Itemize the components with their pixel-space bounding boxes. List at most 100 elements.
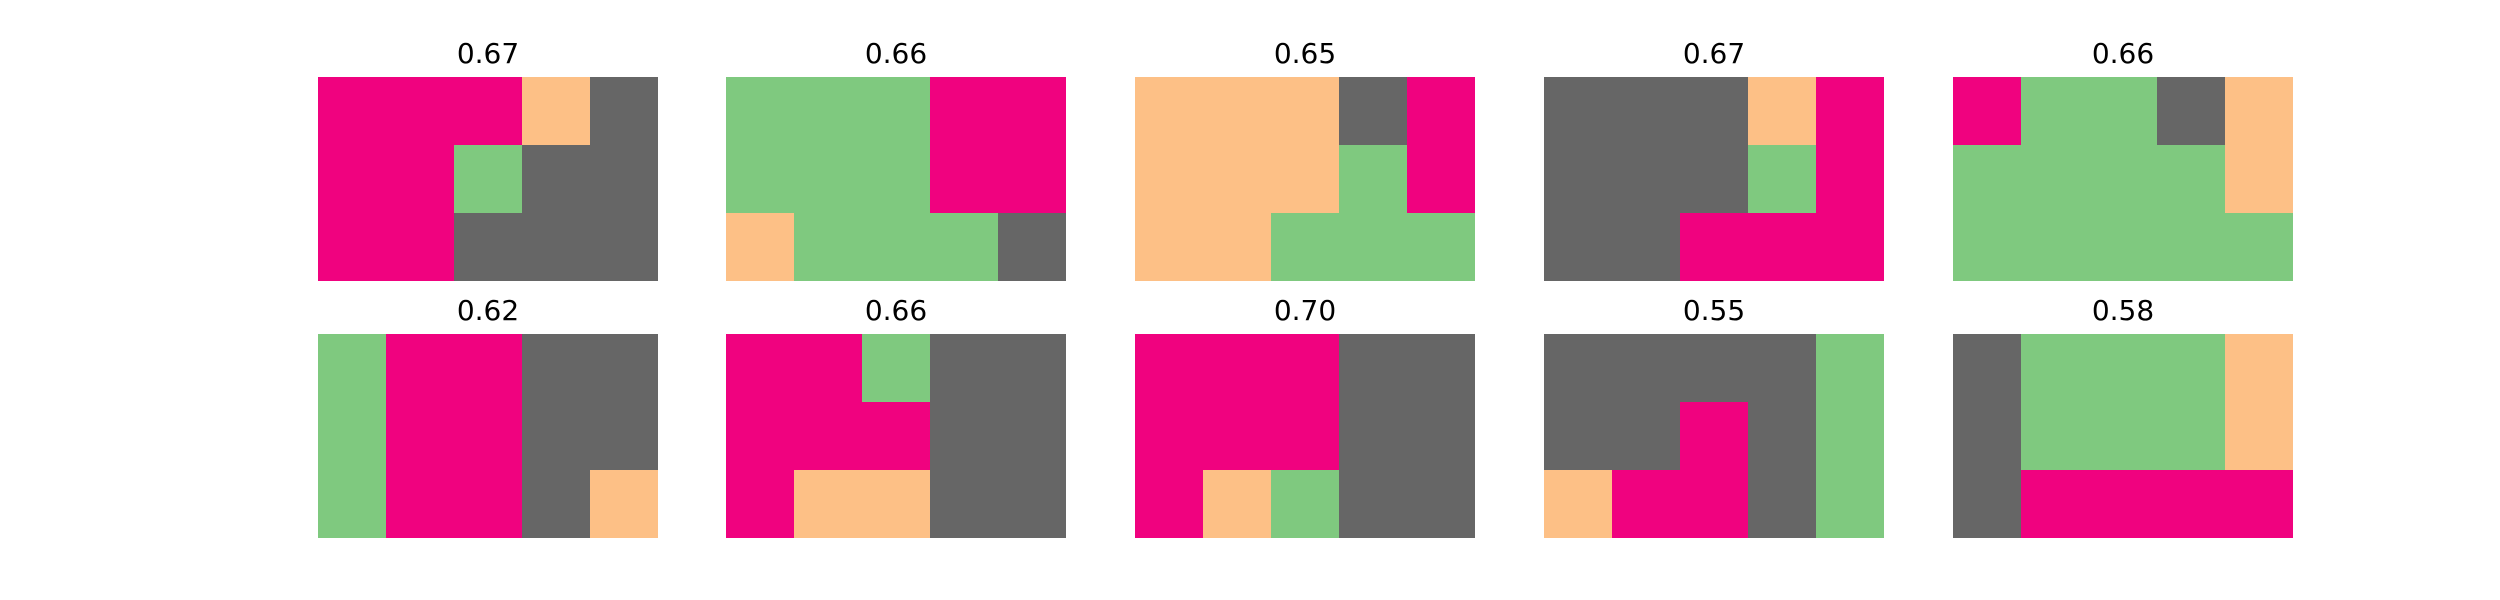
heatmap-cell — [726, 145, 794, 213]
heatmap-cell — [1271, 334, 1339, 402]
heatmap-cell — [998, 213, 1066, 281]
heatmap-cell — [1544, 402, 1612, 470]
heatmap-cell — [1612, 470, 1680, 538]
heatmap-cell — [1203, 334, 1271, 402]
heatmap-cell — [1953, 213, 2021, 281]
heatmap-cell — [1816, 402, 1884, 470]
heatmap-cell — [318, 334, 386, 402]
heatmap-cell — [2021, 213, 2089, 281]
heatmap-cell — [386, 145, 454, 213]
heatmap-cell — [998, 145, 1066, 213]
heatmap-cell — [522, 77, 590, 145]
heatmap-cell — [1271, 470, 1339, 538]
heatmap-cell — [862, 145, 930, 213]
heatmap-cell — [454, 145, 522, 213]
heatmap-cell — [1953, 145, 2021, 213]
heatmap-cell — [2157, 145, 2225, 213]
heatmap-cell — [386, 213, 454, 281]
heatmap-cell — [998, 402, 1066, 470]
heatmap-cell — [1748, 402, 1816, 470]
heatmap-cell — [1544, 77, 1612, 145]
heatmap-cell — [1748, 334, 1816, 402]
heatmap-cell — [2089, 334, 2157, 402]
heatmap-cell — [1816, 334, 1884, 402]
heatmap-cell — [1748, 470, 1816, 538]
heatmap-cell — [1816, 77, 1884, 145]
heatmap-cell — [1544, 145, 1612, 213]
heatmap-cell — [2225, 213, 2293, 281]
heatmap-cell — [2021, 402, 2089, 470]
heatmap-panel-7: 0.66 — [726, 294, 1066, 538]
heatmap-cell — [522, 334, 590, 402]
heatmap-cell — [1135, 334, 1203, 402]
heatmap-cell — [2021, 470, 2089, 538]
heatmap-cell — [1544, 334, 1612, 402]
heatmap-cell — [1135, 402, 1203, 470]
heatmap-panel-5: 0.66 — [1953, 37, 2293, 281]
heatmap-cell — [1339, 77, 1407, 145]
heatmap-cell — [1271, 213, 1339, 281]
heatmap-cell — [1135, 213, 1203, 281]
heatmap-cell — [1816, 470, 1884, 538]
heatmap-cell — [1612, 334, 1680, 402]
heatmap-cell — [454, 470, 522, 538]
heatmap-cell — [794, 334, 862, 402]
heatmap-cell — [1612, 77, 1680, 145]
heatmap-cell — [522, 470, 590, 538]
heatmap-cell — [998, 334, 1066, 402]
heatmap-cell — [1271, 77, 1339, 145]
heatmap-cell — [590, 213, 658, 281]
heatmap-cell — [930, 470, 998, 538]
heatmap-cell — [930, 402, 998, 470]
panel-title-7: 0.66 — [864, 294, 928, 327]
heatmap-cell — [1748, 213, 1816, 281]
panel-title-8: 0.70 — [1273, 294, 1337, 327]
heatmap-cell — [2089, 402, 2157, 470]
panel-title-9: 0.55 — [1682, 294, 1746, 327]
heatmap-cell — [1748, 77, 1816, 145]
heatmap-cell — [1339, 470, 1407, 538]
heatmap-cell — [2021, 145, 2089, 213]
heatmap-panel-10: 0.58 — [1953, 294, 2293, 538]
heatmap-cell — [2089, 77, 2157, 145]
heatmap-cell — [1339, 145, 1407, 213]
heatmap-cell — [794, 145, 862, 213]
panel-title-4: 0.67 — [1682, 37, 1746, 70]
heatmap-cell — [1680, 470, 1748, 538]
heatmap-cell — [1407, 77, 1475, 145]
heatmap-cell — [1407, 334, 1475, 402]
heatmap-cell — [1203, 470, 1271, 538]
heatmap-cell — [1407, 402, 1475, 470]
heatmap-cell — [522, 402, 590, 470]
heatmap-cell — [1271, 402, 1339, 470]
heatmap-cell — [2157, 213, 2225, 281]
heatmap-cell — [590, 470, 658, 538]
heatmap-cell — [862, 334, 930, 402]
heatmap-cell — [2157, 402, 2225, 470]
heatmap-cell — [1680, 213, 1748, 281]
heatmap-cell — [930, 213, 998, 281]
heatmap-cell — [2157, 77, 2225, 145]
heatmap-cell — [1203, 402, 1271, 470]
heatmap-panel-3: 0.65 — [1135, 37, 1475, 281]
heatmap-cell — [318, 470, 386, 538]
heatmap-cell — [726, 402, 794, 470]
panel-title-6: 0.62 — [456, 294, 520, 327]
heatmap-cell — [318, 145, 386, 213]
heatmap-panel-4: 0.67 — [1544, 37, 1884, 281]
heatmap-cell — [1135, 470, 1203, 538]
heatmap-cell — [726, 77, 794, 145]
heatmap-cell — [1407, 145, 1475, 213]
heatmap-cell — [998, 470, 1066, 538]
heatmap-cell — [2225, 77, 2293, 145]
heatmap-cell — [1953, 470, 2021, 538]
heatmap-cell — [522, 145, 590, 213]
panel-title-3: 0.65 — [1273, 37, 1337, 70]
heatmap-panel-2: 0.66 — [726, 37, 1066, 281]
heatmap-cell — [1339, 334, 1407, 402]
heatmap-cell — [2157, 470, 2225, 538]
heatmap-cell — [2225, 145, 2293, 213]
heatmap-cell — [2157, 334, 2225, 402]
heatmap-cell — [1953, 77, 2021, 145]
